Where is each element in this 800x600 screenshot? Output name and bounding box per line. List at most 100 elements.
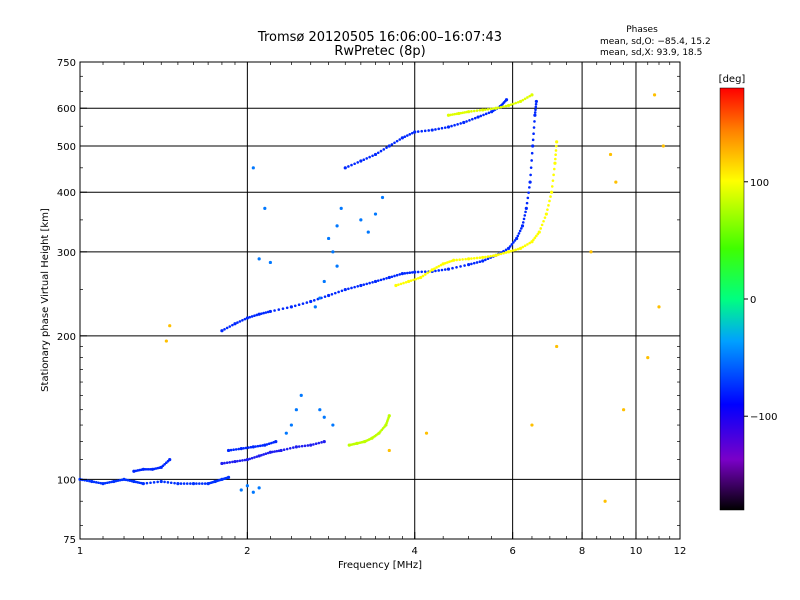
data-point bbox=[248, 315, 252, 319]
data-point bbox=[452, 258, 456, 262]
data-point bbox=[350, 163, 353, 167]
data-point bbox=[524, 206, 528, 210]
data-point bbox=[540, 223, 544, 227]
data-point bbox=[387, 448, 391, 453]
y-tick-label: 75 bbox=[63, 535, 76, 546]
data-point bbox=[327, 293, 331, 298]
data-point bbox=[528, 241, 531, 245]
data-point bbox=[506, 246, 511, 250]
data-point bbox=[305, 301, 309, 304]
data-point bbox=[314, 442, 318, 446]
data-point bbox=[373, 279, 378, 284]
data-point bbox=[543, 216, 547, 219]
data-points bbox=[78, 93, 665, 503]
x-tick-label: 4 bbox=[412, 546, 418, 557]
data-point bbox=[353, 162, 356, 166]
data-point bbox=[553, 161, 557, 165]
data-point bbox=[412, 278, 415, 282]
data-point bbox=[356, 285, 360, 288]
data-point bbox=[231, 323, 234, 327]
data-point bbox=[268, 450, 272, 454]
data-point bbox=[416, 130, 420, 133]
data-point bbox=[532, 132, 535, 135]
data-point bbox=[464, 257, 467, 261]
data-point bbox=[362, 158, 366, 162]
data-point bbox=[481, 108, 485, 112]
data-point bbox=[408, 271, 412, 275]
data-point bbox=[406, 271, 409, 275]
data-point bbox=[486, 107, 490, 111]
data-point bbox=[385, 146, 388, 149]
data-point bbox=[510, 243, 514, 246]
data-point bbox=[458, 258, 461, 262]
data-point bbox=[228, 325, 232, 328]
data-point bbox=[176, 481, 180, 486]
y-tick-label: 500 bbox=[57, 142, 76, 153]
data-point bbox=[439, 263, 443, 267]
data-point bbox=[168, 458, 172, 462]
data-point bbox=[430, 268, 434, 272]
data-point bbox=[459, 122, 462, 125]
data-point bbox=[243, 458, 247, 462]
data-point bbox=[542, 219, 545, 223]
y-tick-label: 200 bbox=[57, 332, 76, 343]
data-point bbox=[376, 151, 380, 155]
data-point bbox=[126, 478, 130, 482]
y-tick-label: 600 bbox=[57, 104, 76, 115]
chart-title: Tromsø 20120505 16:06:00–16:07:43 bbox=[257, 30, 502, 45]
data-point bbox=[322, 279, 326, 284]
data-point bbox=[228, 461, 232, 464]
data-point bbox=[289, 423, 293, 427]
data-point bbox=[300, 444, 304, 448]
y-axis-ticks: 75 100 200 300 400 500 600 750 bbox=[57, 58, 680, 546]
x-axis-label: Frequency [MHz] bbox=[338, 560, 422, 571]
data-point bbox=[416, 270, 420, 274]
data-point bbox=[489, 107, 492, 111]
data-point bbox=[514, 248, 518, 252]
data-point bbox=[165, 461, 168, 465]
colorbar-ticks: 100 0 −100 bbox=[744, 178, 777, 423]
data-point bbox=[478, 260, 482, 264]
data-point bbox=[461, 258, 464, 261]
data-point bbox=[512, 249, 515, 252]
data-point bbox=[468, 119, 471, 122]
data-point bbox=[265, 443, 269, 446]
data-point bbox=[145, 467, 149, 471]
data-point bbox=[552, 167, 556, 171]
data-point bbox=[555, 144, 558, 148]
data-point bbox=[475, 256, 479, 260]
data-point bbox=[390, 275, 394, 279]
data-point bbox=[453, 123, 456, 127]
data-point bbox=[343, 166, 347, 170]
data-point bbox=[400, 272, 404, 276]
data-point bbox=[257, 312, 261, 316]
data-point bbox=[260, 312, 263, 315]
data-point bbox=[274, 440, 278, 444]
data-point bbox=[362, 283, 366, 286]
data-point bbox=[145, 481, 149, 485]
phases-o-stats: mean, sd,O: −85.4, 15.2 bbox=[600, 37, 711, 47]
data-point bbox=[506, 250, 511, 254]
data-point bbox=[443, 126, 447, 129]
data-point bbox=[371, 280, 374, 284]
data-point bbox=[365, 282, 369, 286]
data-point bbox=[163, 480, 166, 484]
data-point bbox=[322, 415, 326, 419]
data-point bbox=[309, 443, 313, 447]
data-point bbox=[408, 133, 412, 136]
data-point bbox=[275, 449, 279, 453]
phases-x-stats: mean, sd,X: 93.9, 18.5 bbox=[600, 48, 702, 58]
data-point bbox=[284, 431, 288, 435]
data-point bbox=[243, 317, 247, 321]
data-point bbox=[521, 245, 525, 249]
data-point bbox=[347, 287, 350, 291]
data-point bbox=[225, 461, 229, 464]
data-point bbox=[299, 393, 303, 398]
data-point bbox=[257, 257, 261, 261]
data-point bbox=[239, 488, 243, 492]
data-point bbox=[285, 306, 289, 310]
data-point bbox=[262, 311, 265, 315]
data-point bbox=[549, 195, 552, 198]
data-point bbox=[528, 180, 532, 184]
data-point bbox=[486, 255, 490, 258]
